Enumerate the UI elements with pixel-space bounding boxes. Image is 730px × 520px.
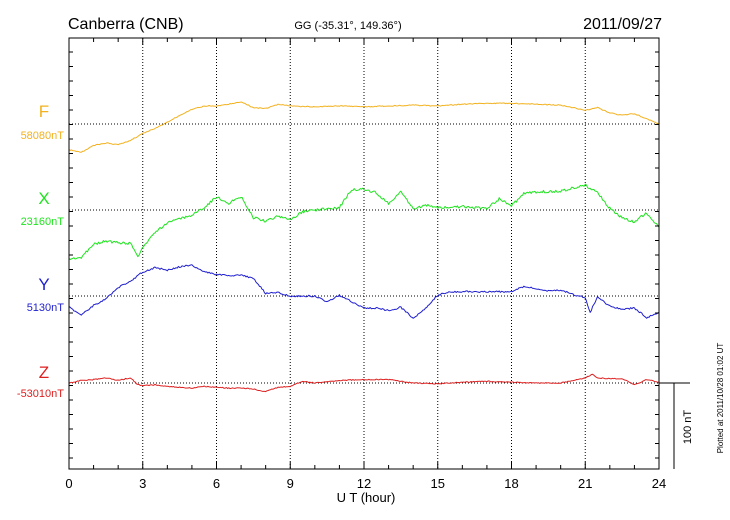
x-axis: 0 3 6 9 12 15 18 21 24 bbox=[65, 476, 666, 491]
x-tick-label: 3 bbox=[139, 476, 146, 491]
series-name-f: F bbox=[39, 102, 49, 121]
x-tick-label: 0 bbox=[65, 476, 72, 491]
series-f-line bbox=[68, 101, 660, 153]
x-tick-label: 9 bbox=[287, 476, 294, 491]
x-tick-label: 18 bbox=[504, 476, 518, 491]
series-name-y: Y bbox=[38, 275, 49, 294]
grid bbox=[69, 38, 659, 469]
series-baseline-z: -53010nT bbox=[17, 388, 64, 400]
series-x-line bbox=[68, 183, 660, 260]
series-baseline-f: 58080nT bbox=[21, 130, 65, 142]
series-group bbox=[68, 101, 660, 393]
series-baseline-x: 23160nT bbox=[21, 216, 65, 228]
coordinates-label: GG (-35.31°, 149.36°) bbox=[294, 20, 401, 32]
station-title: Canberra (CNB) bbox=[68, 16, 184, 33]
series-name-z: Z bbox=[39, 363, 49, 382]
x-axis-label: U T (hour) bbox=[337, 490, 396, 505]
plotted-at-note: Plotted at 2011/10/28 01:02 UT bbox=[716, 343, 725, 454]
series-z-line bbox=[68, 373, 660, 393]
x-tick-label: 6 bbox=[213, 476, 220, 491]
x-tick-label: 15 bbox=[431, 476, 445, 491]
series-baseline-y: 5130nT bbox=[27, 302, 65, 314]
series-labels: F 58080nT X 23160nT Y 5130nT Z -53010nT bbox=[17, 102, 64, 400]
series-name-x: X bbox=[38, 189, 49, 208]
series-y-line bbox=[68, 264, 660, 319]
x-tick-label: 21 bbox=[578, 476, 592, 491]
plot-frame bbox=[68, 37, 660, 470]
x-tick-label: 24 bbox=[652, 476, 666, 491]
scale-bar-label: 100 nT bbox=[682, 410, 694, 445]
x-tick-label: 12 bbox=[357, 476, 371, 491]
date-label: 2011/09/27 bbox=[583, 16, 662, 33]
